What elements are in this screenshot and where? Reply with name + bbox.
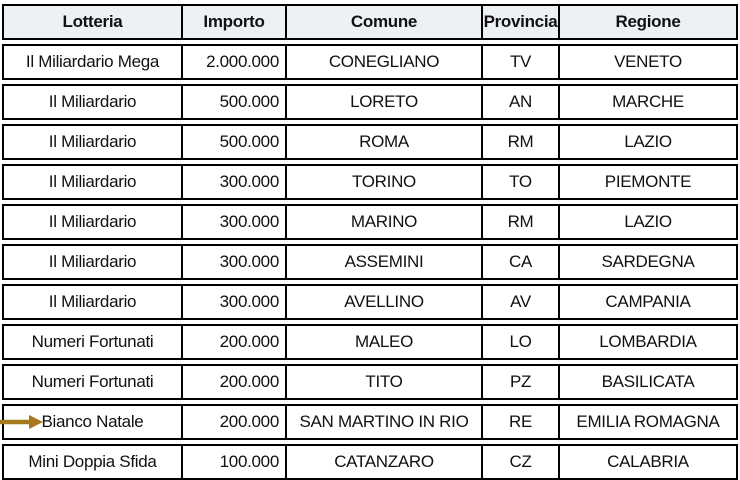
table-header-row: Lotteria Importo Comune Provincia Region…	[2, 4, 738, 40]
column-header-regione: Regione	[615, 12, 681, 31]
cell-comune: ASSEMINI	[287, 246, 483, 278]
cell-importo: 100.000	[183, 446, 287, 478]
cell-provincia: LO	[483, 326, 560, 358]
cell-lotteria: Bianco Natale	[4, 406, 183, 438]
lottery-prizes-table: Lotteria Importo Comune Provincia Region…	[2, 4, 738, 480]
cell-provincia: RE	[483, 406, 560, 438]
cell-importo: 300.000	[183, 246, 287, 278]
cell-lotteria: Il Miliardario	[4, 246, 183, 278]
cell-comune: CONEGLIANO	[287, 46, 483, 78]
cell-comune: ROMA	[287, 126, 483, 158]
cell-regione: EMILIA ROMAGNA	[576, 412, 720, 431]
table-row: Il Miliardario 300.000 ASSEMINI CA SARDE…	[2, 244, 738, 280]
cell-lotteria: Numeri Fortunati	[4, 326, 183, 358]
cell-regione: PIEMONTE	[604, 172, 692, 191]
cell-lotteria: Il Miliardario	[4, 286, 183, 318]
cell-importo: 500.000	[183, 126, 287, 158]
cell-importo: 300.000	[183, 206, 287, 238]
cell-lotteria: Il Miliardario	[4, 206, 183, 238]
cell-regione: CAMPANIA	[605, 292, 691, 311]
cell-provincia: RM	[483, 126, 560, 158]
cell-provincia: RM	[483, 206, 560, 238]
cell-provincia: PZ	[483, 366, 560, 398]
cell-regione: LAZIO	[624, 132, 672, 151]
cell-regione: LAZIO	[624, 212, 672, 231]
cell-provincia: TV	[483, 46, 560, 78]
cell-importo: 200.000	[183, 406, 287, 438]
cell-comune: MARINO	[287, 206, 483, 238]
cell-importo: 2.000.000	[183, 46, 287, 78]
cell-importo: 200.000	[183, 326, 287, 358]
table-row: Il Miliardario 300.000 MARINO RM LAZIO	[2, 204, 738, 240]
cell-regione: LOMBARDIA	[599, 332, 697, 351]
cell-lotteria: Mini Doppia Sfida	[4, 446, 183, 478]
cell-regione: BASILICATA	[601, 372, 695, 391]
cell-lotteria: Il Miliardario	[4, 126, 183, 158]
cell-lotteria: Il Miliardario Mega	[4, 46, 183, 78]
column-header-importo: Importo	[183, 6, 287, 38]
cell-lotteria: Il Miliardario	[4, 86, 183, 118]
cell-provincia: TO	[483, 166, 560, 198]
column-header-comune: Comune	[287, 6, 483, 38]
cell-importo: 300.000	[183, 166, 287, 198]
cell-regione: CALABRIA	[607, 452, 689, 471]
cell-comune: SAN MARTINO IN RIO	[287, 406, 483, 438]
table-row: Numeri Fortunati 200.000 MALEO LO LOMBAR…	[2, 324, 738, 360]
cell-regione: MARCHE	[612, 92, 684, 111]
table-row: Il Miliardario Mega 2.000.000 CONEGLIANO…	[2, 44, 738, 80]
table-row: Il Miliardario 500.000 ROMA RM LAZIO	[2, 124, 738, 160]
cell-comune: AVELLINO	[287, 286, 483, 318]
cell-comune: TITO	[287, 366, 483, 398]
cell-provincia: AN	[483, 86, 560, 118]
cell-importo: 300.000	[183, 286, 287, 318]
column-header-lotteria: Lotteria	[4, 6, 183, 38]
column-header-provincia: Provincia	[483, 6, 560, 38]
table-row: Il Miliardario 500.000 LORETO AN MARCHE	[2, 84, 738, 120]
table-row: Mini Doppia Sfida 100.000 CATANZARO CZ C…	[2, 444, 738, 480]
cell-provincia: AV	[483, 286, 560, 318]
table-row: Numeri Fortunati 200.000 TITO PZ BASILIC…	[2, 364, 738, 400]
cell-comune: CATANZARO	[287, 446, 483, 478]
cell-provincia: CA	[483, 246, 560, 278]
cell-lotteria: Il Miliardario	[4, 166, 183, 198]
cell-regione: SARDEGNA	[601, 252, 695, 271]
cell-regione: VENETO	[614, 52, 682, 71]
cell-comune: TORINO	[287, 166, 483, 198]
cell-importo: 200.000	[183, 366, 287, 398]
cell-comune: LORETO	[287, 86, 483, 118]
cell-comune: MALEO	[287, 326, 483, 358]
table-row-bianco-natale: Bianco Natale 200.000 SAN MARTINO IN RIO…	[2, 404, 738, 440]
table-row: Il Miliardario 300.000 TORINO TO PIEMONT…	[2, 164, 738, 200]
cell-lotteria: Numeri Fortunati	[4, 366, 183, 398]
cell-importo: 500.000	[183, 86, 287, 118]
table-row: Il Miliardario 300.000 AVELLINO AV CAMPA…	[2, 284, 738, 320]
cell-provincia: CZ	[483, 446, 560, 478]
